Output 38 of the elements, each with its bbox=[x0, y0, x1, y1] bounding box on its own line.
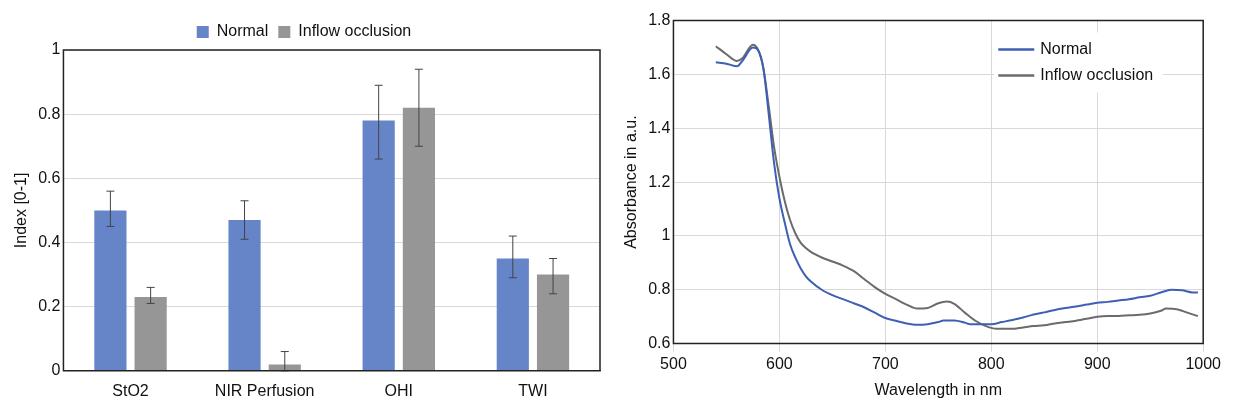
y-tick-label: 1 bbox=[51, 40, 61, 58]
x-tick-label: OHI bbox=[384, 381, 414, 399]
y-tick-label: 0.8 bbox=[38, 104, 61, 122]
bar bbox=[134, 297, 167, 371]
x-tick-label: NIR Perfusion bbox=[214, 381, 315, 399]
y-tick-label: 1.4 bbox=[648, 118, 671, 136]
bar bbox=[536, 274, 570, 371]
y-tick-label: 0.2 bbox=[38, 297, 61, 315]
x-tick-label: 900 bbox=[1083, 354, 1111, 372]
x-tick-label: StO2 bbox=[112, 381, 149, 399]
y-tick-label: 1.8 bbox=[648, 11, 671, 29]
x-tick-label: TWI bbox=[518, 381, 548, 399]
y-tick-label: 1.6 bbox=[648, 64, 671, 82]
bar bbox=[268, 364, 301, 371]
bar bbox=[402, 107, 436, 371]
bar bbox=[228, 220, 261, 371]
y-tick-label: 1.2 bbox=[648, 172, 671, 190]
bar bbox=[496, 258, 529, 371]
y-axis-title: Absorbance in a.u. bbox=[622, 115, 640, 249]
x-tick-label: 1000 bbox=[1185, 354, 1222, 372]
y-axis-title: Index [0-1] bbox=[12, 172, 30, 249]
x-axis-title: Wavelength in nm bbox=[874, 380, 1003, 398]
x-tick-label: 800 bbox=[977, 354, 1005, 372]
legend-label: Inflow occlusion bbox=[1040, 66, 1154, 84]
bar bbox=[362, 120, 395, 371]
y-tick-label: 0.8 bbox=[648, 280, 671, 298]
legend-label: Inflow occlusion bbox=[298, 22, 412, 40]
legend-label: Normal bbox=[1040, 40, 1092, 58]
bar bbox=[94, 210, 127, 371]
y-tick-label: 0.4 bbox=[38, 232, 61, 250]
y-tick-label: 0.6 bbox=[38, 168, 61, 186]
x-tick-label: 600 bbox=[766, 354, 793, 372]
y-tick-label: 1 bbox=[661, 226, 671, 244]
y-tick-label: 0 bbox=[51, 361, 61, 379]
x-tick-label: 700 bbox=[871, 354, 899, 372]
legend-label: Normal bbox=[216, 22, 269, 40]
y-tick-label: 0.6 bbox=[648, 334, 671, 352]
x-tick-label: 500 bbox=[660, 354, 687, 372]
